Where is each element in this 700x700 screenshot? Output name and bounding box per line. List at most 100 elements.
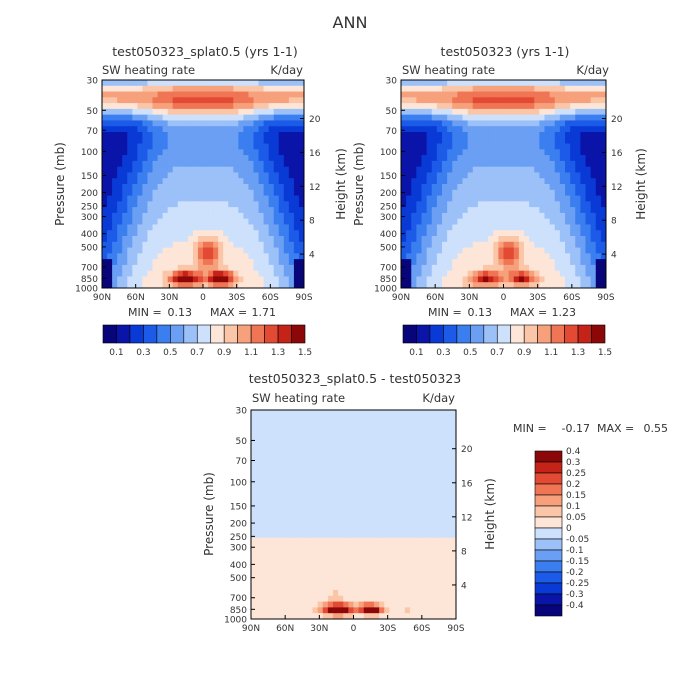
field-cell <box>406 120 412 127</box>
field-cell <box>102 97 108 104</box>
field-cell <box>107 103 113 110</box>
field-cell <box>208 126 214 133</box>
field-cell <box>177 91 184 98</box>
field-cell <box>404 473 411 481</box>
field-cell <box>539 143 545 150</box>
field-cell <box>276 497 283 504</box>
field-cell <box>338 508 344 515</box>
field-cell <box>251 555 257 562</box>
field-cell <box>447 201 453 208</box>
field-cell <box>534 114 540 121</box>
field-cell <box>529 212 535 220</box>
field-cell <box>187 114 194 121</box>
field-cell <box>338 485 344 492</box>
field-cell <box>228 189 234 197</box>
field-cell <box>132 195 138 202</box>
field-cell <box>389 578 395 585</box>
field-cell <box>283 224 290 231</box>
field-cell <box>513 97 520 104</box>
field-cell <box>273 218 280 225</box>
field-cell <box>358 584 365 591</box>
field-cell <box>147 120 153 127</box>
field-cell <box>426 166 433 173</box>
y-tick-label: 400 <box>380 230 397 240</box>
field-cell <box>348 462 354 469</box>
colorbar-swatch <box>277 324 292 344</box>
field-cell <box>312 508 319 515</box>
field-cell <box>450 584 457 591</box>
y-tick-label: 150 <box>380 172 397 182</box>
field-cell <box>298 224 305 231</box>
field-cell <box>431 132 438 139</box>
field-cell <box>302 514 308 521</box>
field-cell <box>172 166 179 173</box>
field-cell <box>208 224 214 231</box>
field-cell <box>251 607 257 614</box>
field-cell <box>394 584 401 591</box>
field-cell <box>544 230 551 237</box>
field-cell <box>213 132 219 139</box>
field-cell <box>416 97 422 104</box>
field-cell <box>271 589 278 597</box>
field-cell <box>233 160 239 168</box>
field-cell <box>228 230 234 237</box>
field-cell <box>389 415 395 423</box>
field-cell <box>293 108 300 116</box>
field-cell <box>102 207 108 214</box>
field-cell <box>539 282 545 289</box>
field-cell <box>122 189 128 197</box>
field-cell <box>192 166 199 173</box>
field-cell <box>343 473 349 481</box>
field-cell <box>565 264 571 272</box>
field-cell <box>283 241 290 249</box>
field-cell <box>273 80 280 87</box>
field-cell <box>467 224 474 231</box>
field-cell <box>292 433 298 440</box>
field-cell <box>256 613 262 620</box>
field-cell <box>283 85 290 93</box>
field-cell <box>307 473 313 481</box>
field-cell <box>399 479 406 486</box>
field-cell <box>292 601 298 608</box>
field-cell <box>590 172 597 179</box>
field-cell <box>302 595 308 603</box>
field-cell <box>142 212 148 220</box>
field-cell <box>157 270 164 277</box>
field-cell <box>498 184 504 191</box>
field-cell <box>127 184 133 191</box>
field-cell <box>208 282 214 289</box>
field-cell <box>292 584 298 591</box>
field-cell <box>394 421 401 428</box>
field-cell <box>107 166 113 173</box>
field-cell <box>293 172 300 179</box>
field-cell <box>333 508 339 515</box>
field-cell <box>258 236 265 243</box>
field-cell <box>238 207 244 214</box>
field-cell <box>368 607 375 614</box>
field-cell <box>363 566 370 574</box>
field-cell <box>415 491 421 498</box>
field-cell <box>298 80 305 87</box>
field-cell <box>503 224 510 231</box>
field-cell <box>322 607 329 614</box>
field-cell <box>187 132 194 139</box>
y-tick-label: 300 <box>230 544 247 554</box>
field-cell <box>404 415 411 423</box>
field-cell <box>343 520 349 527</box>
colorbar-label: 0.7 <box>490 348 504 358</box>
field-cell <box>248 103 254 110</box>
field-cell <box>394 595 401 603</box>
field-cell <box>293 253 300 260</box>
field-cell <box>488 241 494 249</box>
field-cell <box>457 184 463 191</box>
field-cell <box>539 195 545 202</box>
field-cell <box>228 218 234 225</box>
field-cell <box>167 184 174 191</box>
field-cell <box>549 270 556 277</box>
field-cell <box>549 126 556 133</box>
field-cell <box>167 155 174 162</box>
field-cell <box>442 241 448 249</box>
field-cell <box>549 259 556 266</box>
field-cell <box>575 212 581 220</box>
field-cell <box>421 114 428 121</box>
